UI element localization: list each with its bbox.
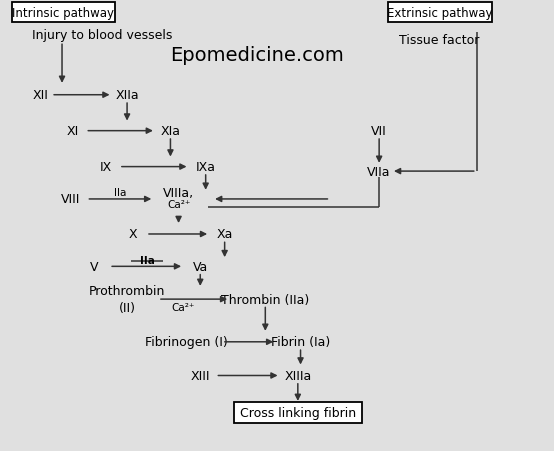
Text: Fibrinogen (I): Fibrinogen (I) [145, 336, 228, 349]
Text: IX: IX [99, 161, 111, 174]
Text: Thrombin (IIa): Thrombin (IIa) [221, 293, 310, 306]
Text: VII: VII [371, 125, 387, 138]
Text: XIII: XIII [191, 369, 210, 382]
Text: IIa: IIa [140, 255, 155, 266]
FancyBboxPatch shape [12, 3, 115, 23]
Text: Tissue factor: Tissue factor [398, 34, 479, 47]
Text: Fibrin (Ia): Fibrin (Ia) [271, 336, 330, 349]
Text: V: V [90, 260, 99, 273]
FancyBboxPatch shape [234, 403, 362, 423]
Text: XII: XII [32, 89, 48, 102]
Text: Cross linking fibrin: Cross linking fibrin [240, 406, 356, 419]
Text: Injury to blood vessels: Injury to blood vessels [32, 28, 173, 41]
Text: XIIIa: XIIIa [284, 369, 311, 382]
Text: Ca²⁺: Ca²⁺ [171, 302, 194, 312]
Text: Extrinsic pathway: Extrinsic pathway [387, 7, 493, 19]
Text: (II): (II) [119, 301, 136, 314]
Text: Ca²⁺: Ca²⁺ [167, 199, 190, 209]
Text: X: X [128, 228, 137, 241]
Text: VIIIa,: VIIIa, [163, 187, 194, 200]
Text: XIa: XIa [161, 125, 181, 138]
Text: Prothrombin: Prothrombin [89, 284, 165, 297]
Text: Va: Va [193, 260, 208, 273]
Text: VIIa: VIIa [367, 165, 391, 178]
Text: Intrinsic pathway: Intrinsic pathway [12, 7, 114, 19]
Text: VIII: VIII [60, 193, 80, 206]
Text: Xa: Xa [217, 228, 233, 241]
Text: XIIa: XIIa [115, 89, 139, 102]
FancyBboxPatch shape [388, 3, 492, 23]
Text: IXa: IXa [196, 161, 216, 174]
Text: XI: XI [66, 125, 79, 138]
Text: IIa: IIa [114, 188, 126, 198]
Text: Epomedicine.com: Epomedicine.com [170, 46, 344, 64]
